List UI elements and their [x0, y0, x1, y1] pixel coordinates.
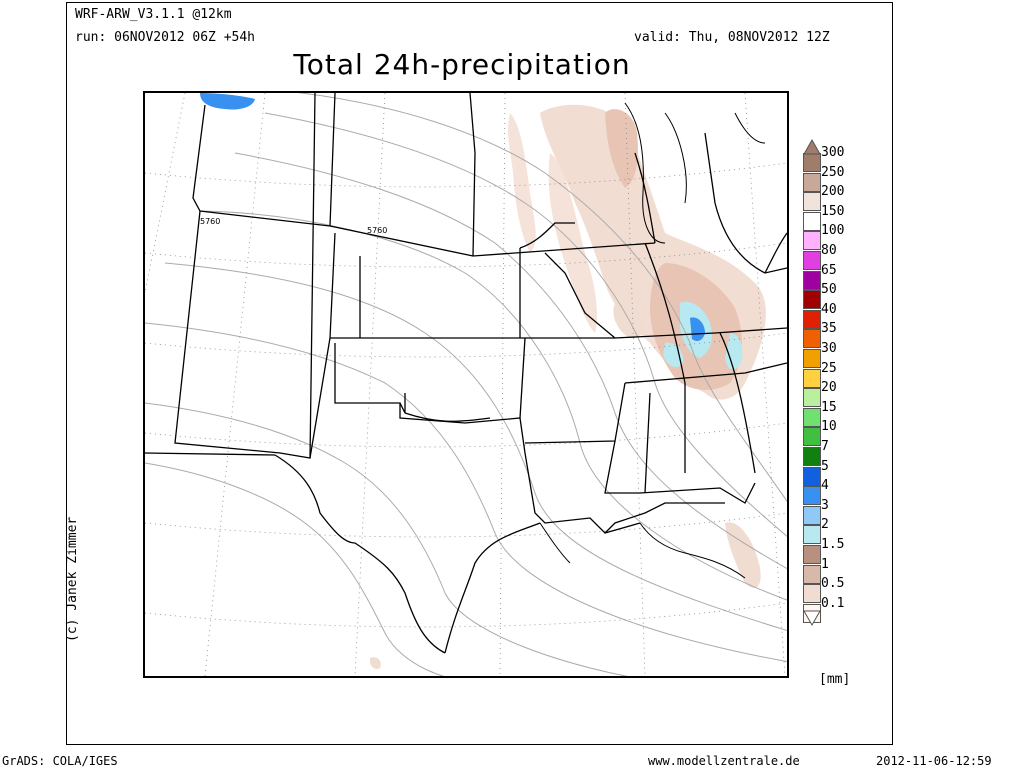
legend-label: 0.1 [821, 595, 845, 611]
legend-label: 5 [821, 458, 829, 474]
precipitation-map: 5760 5760 [143, 91, 789, 678]
legend-swatch [803, 211, 821, 231]
legend-label: 1 [821, 556, 829, 572]
legend-bottom-arrow [803, 610, 821, 626]
legend-swatch [803, 192, 821, 212]
unit-label: [mm] [819, 672, 851, 687]
legend-swatch [803, 584, 821, 604]
legend-swatch [803, 388, 821, 408]
legend-swatch [803, 251, 821, 270]
legend-swatch [803, 545, 821, 564]
legend-label: 35 [821, 321, 837, 337]
legend-label: 150 [821, 203, 845, 219]
legend-label: 250 [821, 164, 845, 180]
legend-swatch [803, 231, 821, 251]
legend-swatch [803, 329, 821, 349]
valid-label: valid: Thu, 08NOV2012 12Z [634, 30, 830, 45]
legend-swatch [803, 349, 821, 368]
legend-label: 1.5 [821, 537, 845, 552]
legend-swatch [803, 466, 821, 486]
legend-label: 7 [821, 439, 829, 454]
legend-label: 0.5 [821, 576, 845, 592]
legend-swatch [803, 368, 821, 388]
legend-label: 30 [821, 341, 837, 356]
boundaries [145, 93, 787, 654]
legend-swatch [803, 309, 821, 329]
precip-field [200, 93, 766, 669]
footer-timestamp: 2012-11-06-12:59 [876, 754, 992, 768]
legend-swatch [803, 447, 821, 466]
legend-label: 65 [821, 262, 837, 278]
run-label: run: 06NOV2012 06Z +54h [75, 30, 256, 45]
legend-swatch [803, 153, 821, 172]
legend-swatch [803, 290, 821, 310]
legend-swatch [803, 407, 821, 427]
legend-swatch [803, 564, 821, 584]
credit-label: (c) Janek Zimmer [65, 516, 80, 642]
legend-top-arrow [803, 139, 821, 155]
legend-label: 2 [821, 517, 829, 533]
page-title: Total 24h-precipitation [293, 48, 631, 81]
legend-label: 20 [821, 380, 837, 396]
legend-swatch [803, 486, 821, 506]
legend-label: 10 [821, 419, 837, 435]
legend-label: 80 [821, 243, 837, 258]
legend-label: 3 [821, 497, 829, 513]
legend-swatch [803, 427, 821, 447]
legend-swatch [803, 505, 821, 525]
graticule [145, 93, 787, 676]
legend-label: 25 [821, 360, 837, 376]
contour-label: 5760 [200, 217, 220, 226]
plot-frame [66, 2, 893, 745]
legend-label: 40 [821, 301, 837, 317]
legend-swatch [803, 172, 821, 192]
legend-label: 50 [821, 282, 837, 298]
legend-label: 4 [821, 478, 829, 494]
legend-label: 200 [821, 184, 845, 200]
footer-url: www.modellzentrale.de [648, 754, 800, 768]
model-label: WRF-ARW_V3.1.1 @12km [75, 7, 232, 22]
coastline [539, 102, 766, 579]
legend-swatch [803, 270, 821, 290]
contour-label: 5760 [367, 226, 387, 235]
legend-label: 100 [821, 223, 845, 239]
legend-label: 300 [821, 145, 845, 160]
legend-swatch [803, 525, 821, 545]
legend-label: 15 [821, 399, 837, 415]
footer-left: GrADS: COLA/IGES [2, 754, 118, 768]
